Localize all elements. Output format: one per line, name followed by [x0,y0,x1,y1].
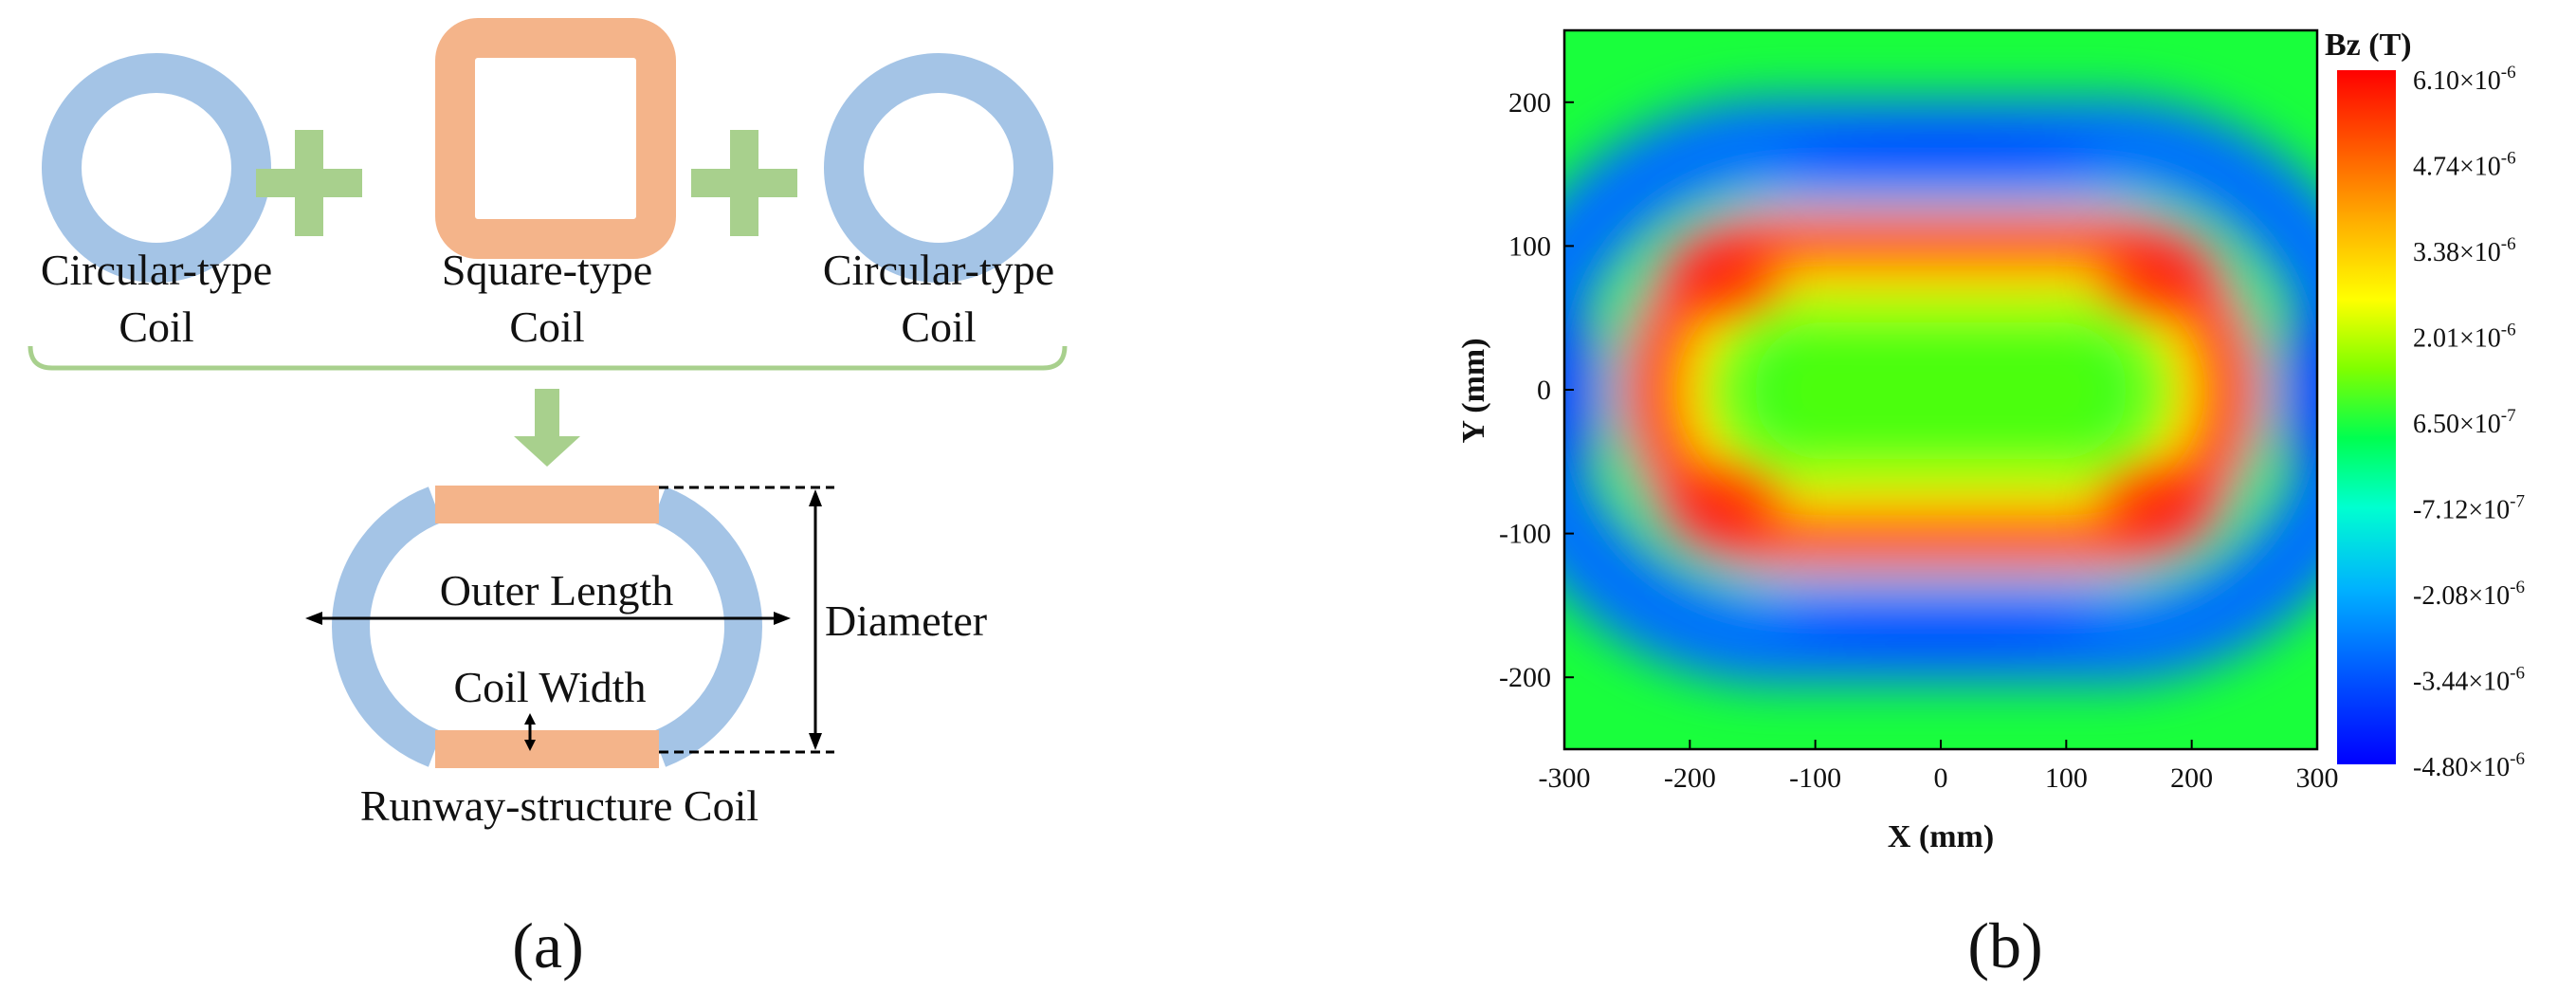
plus-icon-right [691,130,797,236]
diameter-label: Diameter [825,596,987,645]
y-tick-label: 200 [1508,87,1551,119]
x-axis-title: X (mm) [1888,819,1994,854]
caption-a: (a) [512,909,583,982]
colorbar [2337,70,2396,764]
x-tick-label: -300 [1539,762,1591,794]
colorbar-tick-label: 3.38×10-6 [2413,234,2516,267]
x-tick-label: 300 [2296,762,2339,794]
circular-coil-right-icon [824,53,1053,283]
y-axis-ticks: -200 -100 0 100 200 [1499,87,1574,693]
coil-width-arrow [524,713,536,751]
circular-coil-left-icon [42,53,271,283]
colorbar-tick-label: -7.12×10-7 [2413,492,2525,525]
x-tick-label: -100 [1789,762,1841,794]
caption-b: (b) [1967,909,2042,982]
square-coil-icon [435,18,676,259]
coil-width-label: Coil Width [453,663,646,711]
coil-right-label-line1: Circular-type [823,246,1054,294]
colorbar-tick-label: 2.01×10-6 [2413,321,2516,354]
colorbar-tick-label: -4.80×10-6 [2413,749,2525,782]
heatmap-field [1564,30,2317,749]
plus-icon-left [256,130,362,236]
x-tick-label: 200 [2170,762,2213,794]
x-axis-ticks: -300 -200 -100 0 100 200 300 [1539,740,2339,794]
runway-coil-icon [332,486,762,768]
colorbar-tick-label: 4.74×10-6 [2413,149,2516,182]
y-tick-label: -200 [1499,662,1551,693]
x-tick-label: 0 [1934,762,1948,794]
down-arrow-icon [514,389,580,467]
coil-right-label-line2: Coil [901,303,976,351]
outer-length-label: Outer Length [440,566,674,615]
y-tick-label: -100 [1499,519,1551,550]
coil-left-label-line2: Coil [119,303,193,351]
coil-middle-label-line1: Square-type [442,246,652,294]
colorbar-tick-label: 6.50×10-7 [2413,406,2516,439]
colorbar-tick-label: -3.44×10-6 [2413,664,2525,697]
colorbar-title: Bz (T) [2325,28,2412,63]
x-tick-label: 100 [2045,762,2088,794]
y-tick-label: 0 [1537,375,1551,406]
y-tick-label: 100 [1508,230,1551,262]
coil-left-label-line1: Circular-type [41,246,272,294]
grouping-brace [27,345,1068,371]
colorbar-tick-labels: 6.10×10-6 4.74×10-6 3.38×10-6 2.01×10-6 6.50… [2413,63,2525,782]
panel-b: -300 -200 -100 0 100 200 300 -200 -100 0 100 200 X… [1456,28,2525,982]
coil-middle-label-line2: Coil [509,303,584,351]
y-axis-title: Y (mm) [1456,338,1491,443]
x-tick-label: -200 [1664,762,1716,794]
colorbar-tick-label: -2.08×10-6 [2413,578,2525,611]
outer-length-arrow [305,612,791,625]
colorbar-tick-label: 6.10×10-6 [2413,63,2516,96]
diameter-arrow [809,489,822,750]
runway-coil-label: Runway-structure Coil [360,781,758,830]
panel-a: Circular-type Coil Square-type Coil Circ… [27,18,1068,982]
